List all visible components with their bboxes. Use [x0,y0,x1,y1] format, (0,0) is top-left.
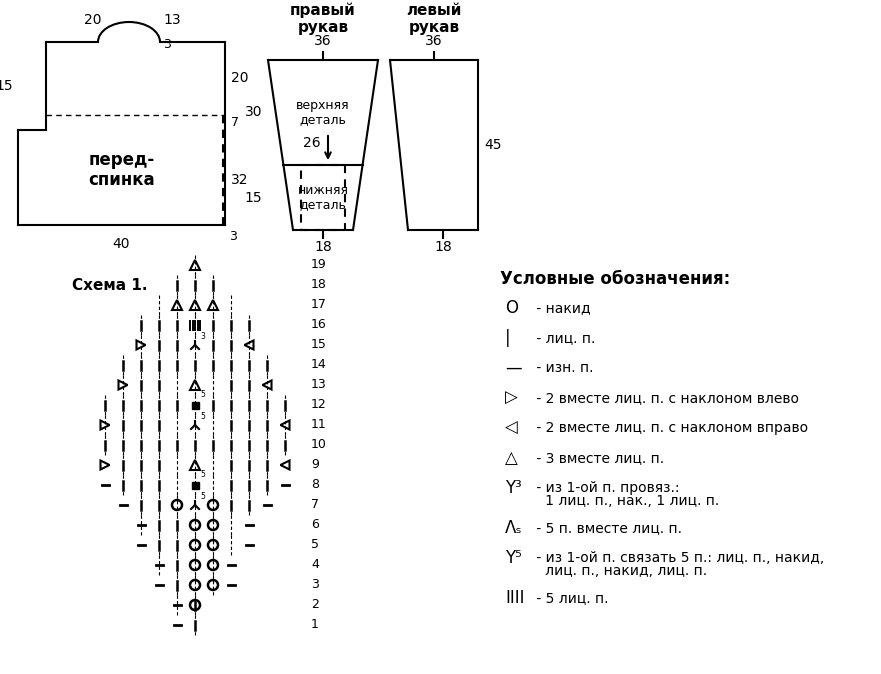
Text: - 2 вместе лиц. п. с наклоном вправо: - 2 вместе лиц. п. с наклоном вправо [532,421,808,435]
Text: 40: 40 [113,237,130,251]
Text: 16: 16 [311,319,327,332]
Text: Y⁵: Y⁵ [505,549,522,567]
Text: 9: 9 [311,458,319,472]
Text: 18: 18 [311,278,327,291]
Text: 20: 20 [231,71,248,86]
Text: 5: 5 [200,492,205,501]
Text: 30: 30 [245,106,262,119]
Text: 12: 12 [311,398,327,412]
Text: —: — [505,359,522,377]
Text: 14: 14 [311,359,327,371]
Text: 5: 5 [200,470,205,479]
Text: △: △ [505,449,518,467]
Text: 20: 20 [85,13,101,27]
Text: 3: 3 [163,38,171,51]
Text: 15: 15 [0,79,13,93]
Text: 8: 8 [311,479,319,491]
Text: 18: 18 [434,240,452,254]
Text: - из 1-ой п. провяз.:: - из 1-ой п. провяз.: [532,481,679,495]
Text: 26: 26 [303,136,321,150]
Text: 36: 36 [426,34,443,48]
Text: 7: 7 [311,499,319,512]
Text: верхняя
деталь: верхняя деталь [296,98,350,127]
Text: 13: 13 [163,13,181,27]
Text: 1: 1 [311,619,319,632]
Text: 7: 7 [231,117,239,129]
Text: 10: 10 [311,439,327,452]
Text: лиц. п., накид, лиц. п.: лиц. п., накид, лиц. п. [532,564,707,578]
Text: 11: 11 [311,419,327,431]
Text: ◁: ◁ [505,419,518,437]
Text: 5: 5 [200,412,205,421]
Text: перед-
спинка: перед- спинка [88,150,155,189]
Text: 15: 15 [311,338,327,352]
Text: 2: 2 [311,599,319,611]
Text: Λₛ: Λₛ [505,519,522,537]
Text: 5: 5 [311,539,319,551]
Text: правый
рукав: правый рукав [290,2,356,35]
Text: 6: 6 [311,518,319,532]
Text: 36: 36 [315,34,332,48]
Text: IIII: IIII [505,589,524,607]
Text: - из 1-ой п. связать 5 п.: лиц. п., накид,: - из 1-ой п. связать 5 п.: лиц. п., наки… [532,551,825,565]
Text: нижняя
деталь: нижняя деталь [298,183,349,212]
Text: левый
рукав: левый рукав [406,3,462,35]
Text: 13: 13 [311,379,327,392]
Text: 32: 32 [231,173,248,187]
Text: 3: 3 [229,230,237,243]
Text: - 2 вместе лиц. п. с наклоном влево: - 2 вместе лиц. п. с наклоном влево [532,391,799,405]
Text: |: | [505,329,511,347]
Text: ▷: ▷ [505,389,518,407]
Bar [191,481,198,489]
Text: 17: 17 [311,299,327,311]
Text: 5: 5 [200,390,205,399]
Text: - лиц. п.: - лиц. п. [532,331,596,345]
Text: - 3 вместе лиц. п.: - 3 вместе лиц. п. [532,451,664,465]
Text: Y³: Y³ [505,479,522,497]
Text: - 5 п. вместе лиц. п.: - 5 п. вместе лиц. п. [532,521,682,535]
Text: - изн. п.: - изн. п. [532,361,594,375]
Text: 45: 45 [484,138,501,152]
Text: 18: 18 [315,240,332,254]
Text: - 5 лиц. п.: - 5 лиц. п. [532,591,609,605]
Text: 15: 15 [244,191,262,204]
Text: 3: 3 [311,578,319,592]
Text: 4: 4 [311,559,319,572]
Text: O: O [505,299,518,317]
Bar [191,402,198,408]
Text: Условные обозначения:: Условные обозначения: [500,270,730,288]
Text: 19: 19 [311,259,327,272]
Text: Схема 1.: Схема 1. [72,278,147,293]
Text: 1 лиц. п., нак., 1 лиц. п.: 1 лиц. п., нак., 1 лиц. п. [532,494,719,508]
Text: - накид: - накид [532,301,590,315]
Text: 3: 3 [200,332,205,341]
